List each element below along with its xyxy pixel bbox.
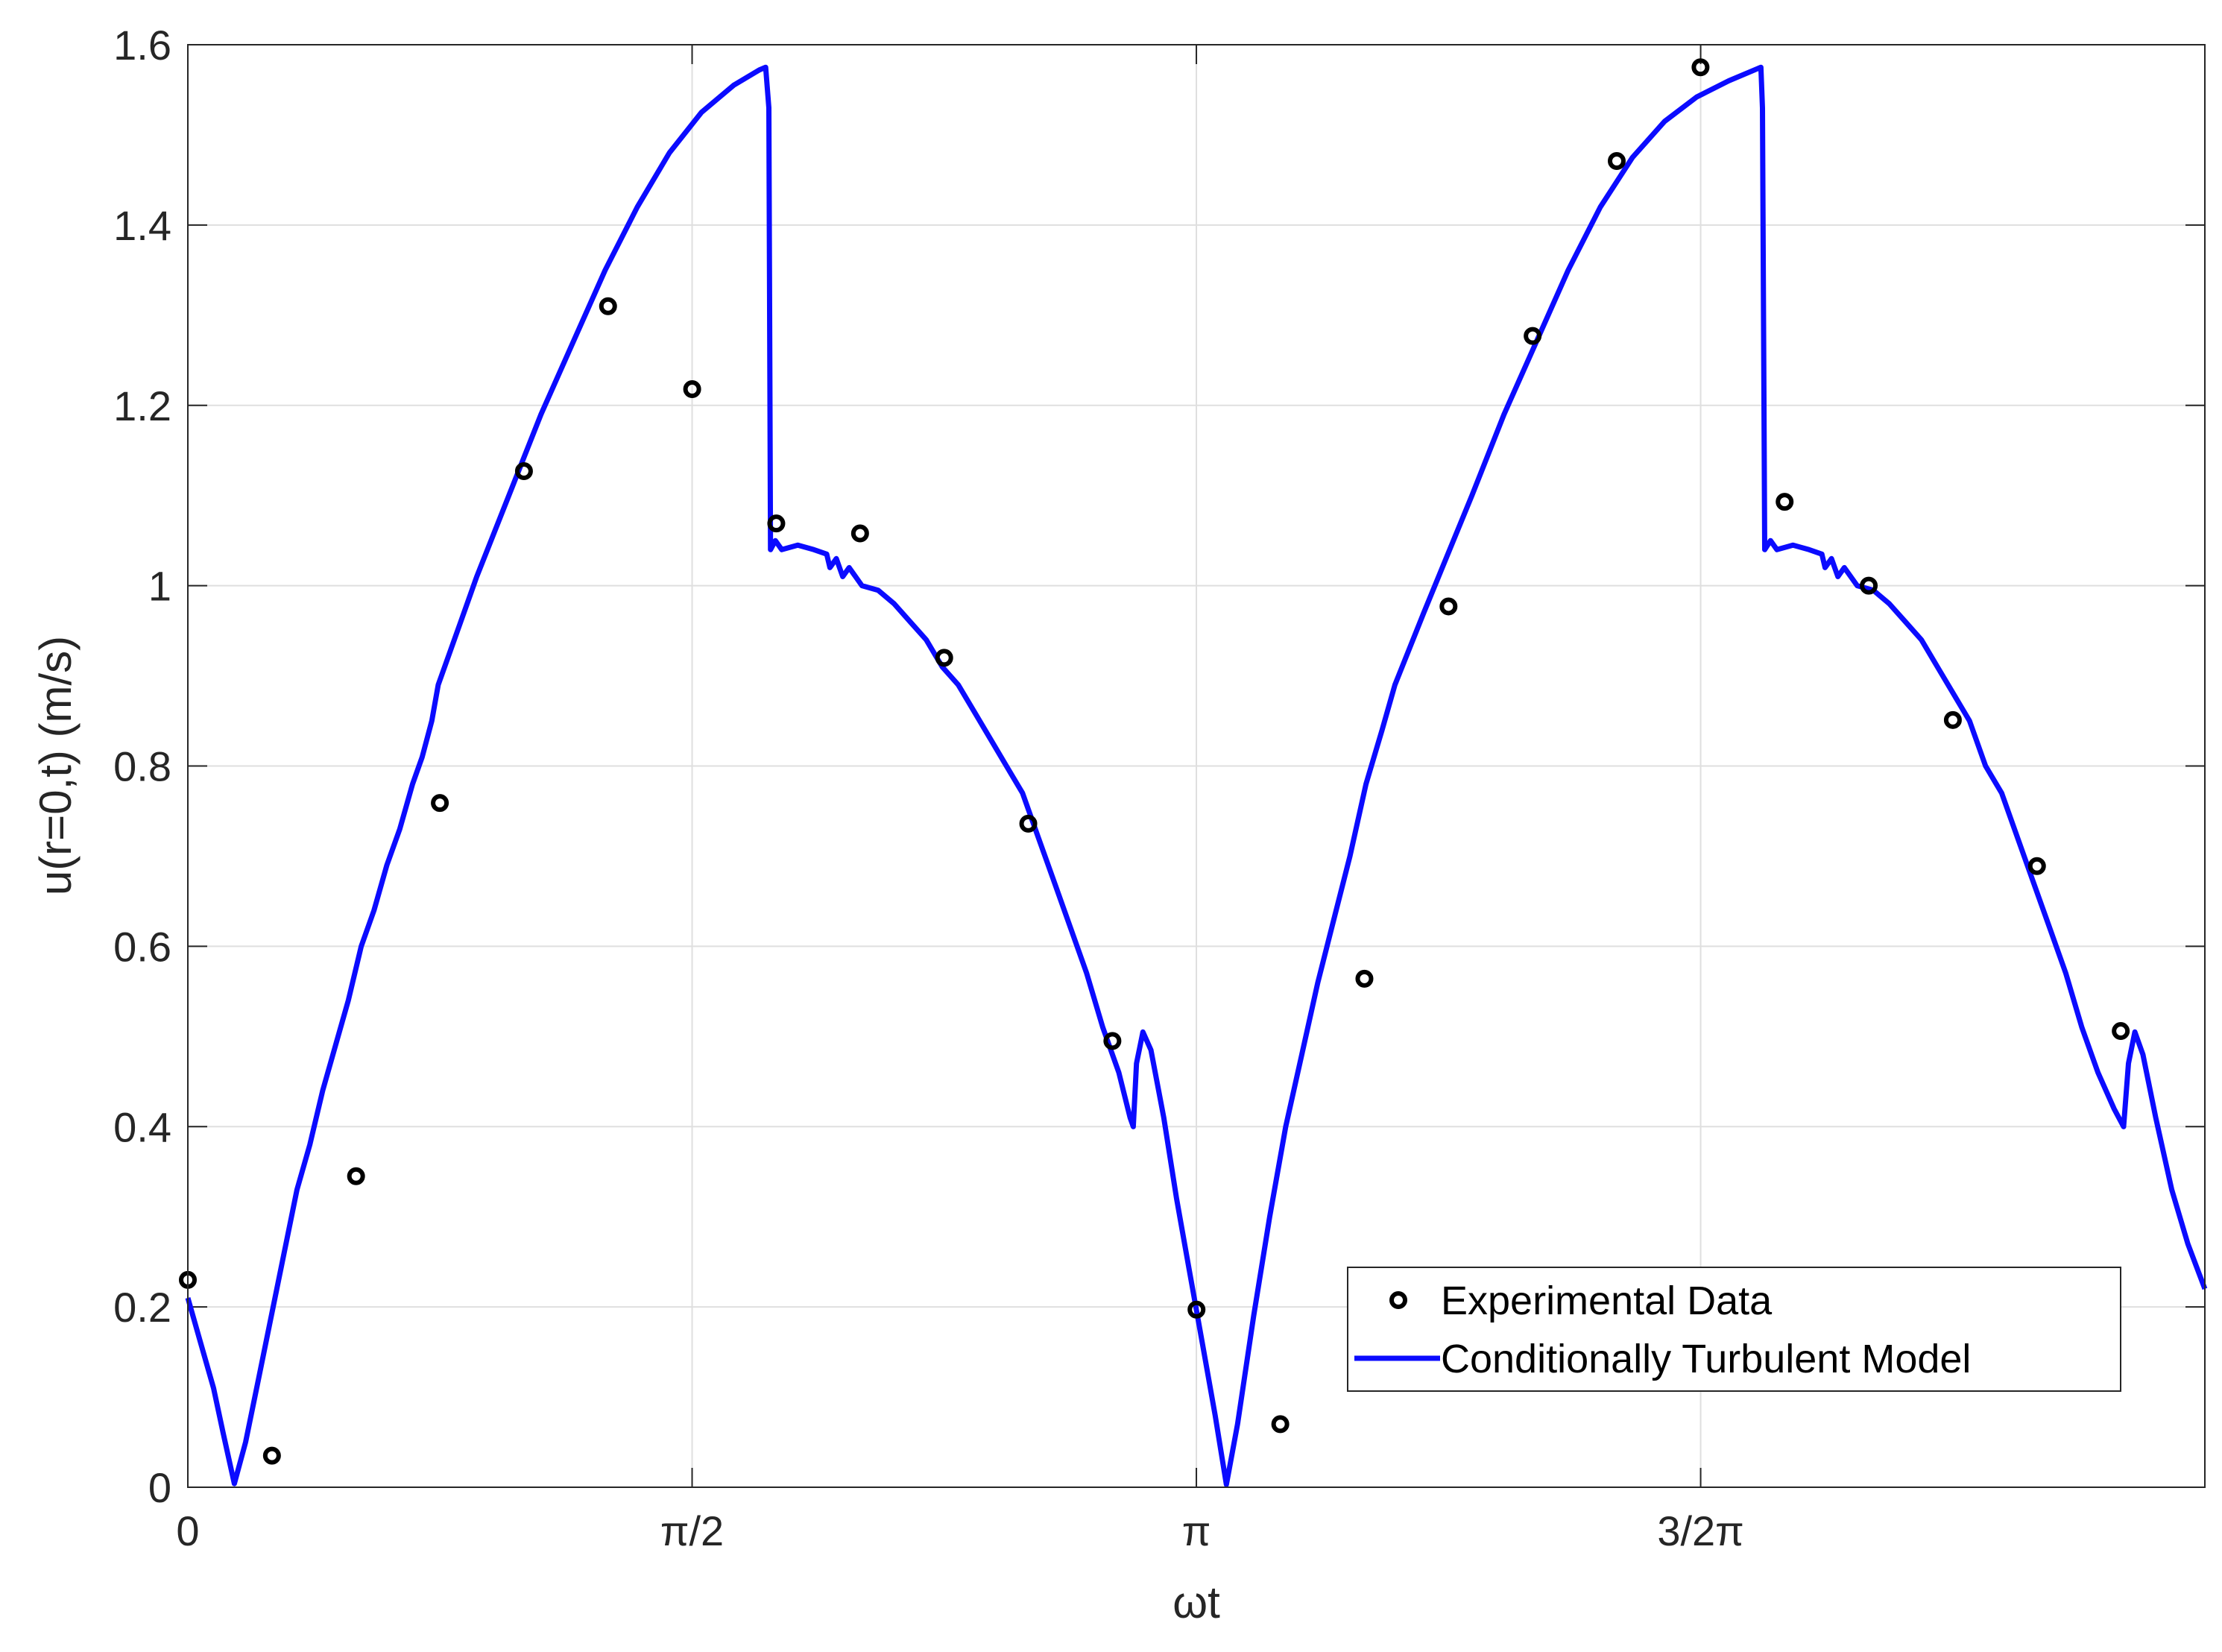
- model-series: [185, 64, 2208, 1487]
- experimental-point: [1439, 597, 1458, 616]
- x-tick-label: 0: [176, 1507, 199, 1554]
- legend-marker-experimental: [1389, 1291, 1407, 1309]
- y-tick-label: 0: [148, 1464, 171, 1511]
- x-tick-label: π: [1182, 1507, 1211, 1554]
- experimental-point: [1691, 58, 1710, 77]
- grid-lines: [187, 44, 2205, 1488]
- y-tick-label: 1: [148, 563, 171, 610]
- y-tick-label: 0.6: [113, 923, 171, 970]
- legend-box: [1347, 1267, 2121, 1392]
- legend-label-model: Conditionally Turbulent Model: [1441, 1337, 1971, 1381]
- experimental-point: [1607, 152, 1626, 171]
- experimental-point: [1355, 969, 1374, 988]
- experimental-point: [1943, 710, 1962, 729]
- x-axis-ticks: 0 π/2 π 3/2π: [176, 45, 1744, 1554]
- model-line: [185, 64, 2208, 1487]
- experimental-point: [431, 794, 449, 813]
- y-axis-label: u(r=0,t) (m/s): [31, 636, 81, 895]
- x-tick-label: 3/2π: [1657, 1507, 1743, 1554]
- x-tick-label: π/2: [660, 1507, 724, 1554]
- experimental-point: [262, 1446, 281, 1465]
- experimental-point: [2112, 1022, 2130, 1041]
- experimental-point: [2027, 857, 2046, 875]
- plot-frame: [187, 44, 2206, 1488]
- experimental-point: [767, 514, 786, 533]
- experimental-point: [1776, 493, 1794, 511]
- experimental-point: [1271, 1415, 1290, 1434]
- experimental-point: [935, 649, 953, 667]
- experimental-point: [599, 297, 617, 315]
- y-tick-label: 0.2: [113, 1284, 171, 1331]
- legend: Experimental Data Conditionally Turbulen…: [1347, 1267, 2121, 1392]
- experimental-point: [347, 1167, 365, 1185]
- experimental-point: [850, 524, 869, 543]
- y-tick-label: 0.8: [113, 743, 171, 790]
- experimental-series: [179, 58, 2130, 1465]
- experimental-point: [1524, 327, 1542, 345]
- x-axis-label: ωt: [1172, 1577, 1220, 1627]
- y-tick-label: 1.2: [113, 382, 171, 429]
- y-tick-label: 1.4: [113, 202, 171, 249]
- y-tick-label: 1.6: [113, 22, 171, 69]
- y-tick-label: 0.4: [113, 1103, 171, 1150]
- experimental-point: [1019, 814, 1038, 833]
- experimental-point: [1103, 1032, 1122, 1050]
- experimental-point: [514, 462, 533, 481]
- experimental-point: [1187, 1300, 1206, 1319]
- experimental-point: [683, 379, 701, 398]
- experimental-point: [1860, 576, 1878, 595]
- y-axis-ticks: 0 0.2 0.4 0.6 0.8 1 1.2 1.4 1.6: [113, 22, 2205, 1511]
- legend-label-experimental: Experimental Data: [1441, 1279, 1773, 1323]
